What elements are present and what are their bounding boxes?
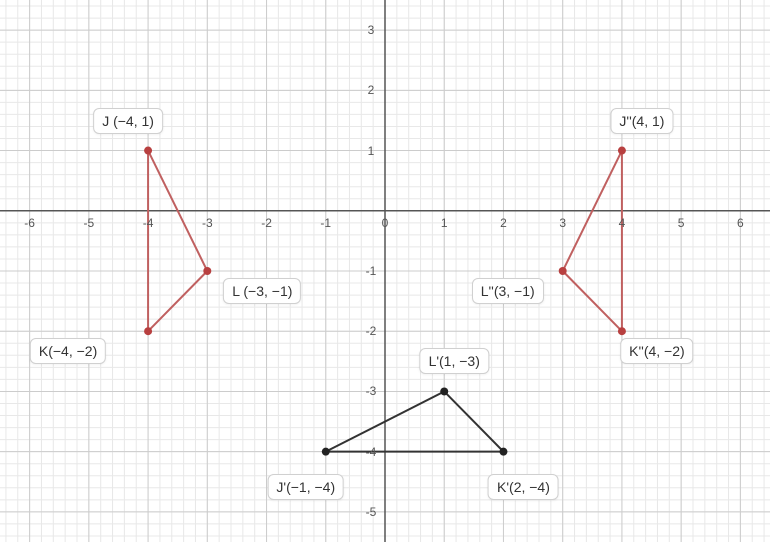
y-tick--4: -4: [366, 445, 377, 459]
y-tick-3: 3: [368, 23, 375, 37]
chart-svg: [0, 0, 770, 542]
y-tick-2: 2: [368, 83, 375, 97]
x-tick-6: 6: [737, 216, 744, 230]
x-tick--1: -1: [320, 216, 331, 230]
y-tick-1: 1: [368, 144, 375, 158]
x-tick--6: -6: [24, 216, 35, 230]
point-Lpp: [559, 267, 567, 275]
label-Jpp: J''(4, 1): [610, 108, 673, 134]
y-tick--3: -3: [366, 384, 377, 398]
x-tick-1: 1: [441, 216, 448, 230]
x-tick-3: 3: [559, 216, 566, 230]
x-tick-2: 2: [500, 216, 507, 230]
x-tick--5: -5: [84, 216, 95, 230]
y-tick--2: -2: [366, 324, 377, 338]
point-J: [144, 147, 152, 155]
triangle-JppKppLpp: [563, 151, 622, 332]
label-Lpp: L''(3, −1): [472, 278, 544, 304]
label-L: L (−3, −1): [223, 278, 301, 304]
label-J: J (−4, 1): [93, 108, 163, 134]
x-tick-0: 0: [382, 216, 389, 230]
point-K: [144, 327, 152, 335]
label-Kpp: K''(4, −2): [620, 338, 694, 364]
point-Lp: [440, 387, 448, 395]
label-Kp: K'(2, −4): [488, 474, 559, 500]
point-L: [203, 267, 211, 275]
point-Kpp: [618, 327, 626, 335]
coordinate-chart: -6 -5 -4 -3 -2 -1 0 1 2 3 4 5 6 -5 -4 -3 -2 -1 1 2 3 J (−4, 1…: [0, 0, 770, 542]
point-Jpp: [618, 147, 626, 155]
point-Kp: [499, 448, 507, 456]
x-tick--3: -3: [202, 216, 213, 230]
label-Jp: J'(−1, −4): [267, 474, 344, 500]
label-Lp: L'(1, −3): [420, 348, 489, 374]
x-tick-5: 5: [678, 216, 685, 230]
triangle-JpKpLp: [326, 391, 504, 451]
triangle-JKL: [148, 151, 207, 332]
x-tick-4: 4: [619, 216, 626, 230]
y-tick--1: -1: [366, 264, 377, 278]
label-K: K(−4, −2): [30, 338, 106, 364]
point-Jp: [322, 448, 330, 456]
x-tick--2: -2: [261, 216, 272, 230]
y-tick--5: -5: [366, 505, 377, 519]
x-tick--4: -4: [143, 216, 154, 230]
